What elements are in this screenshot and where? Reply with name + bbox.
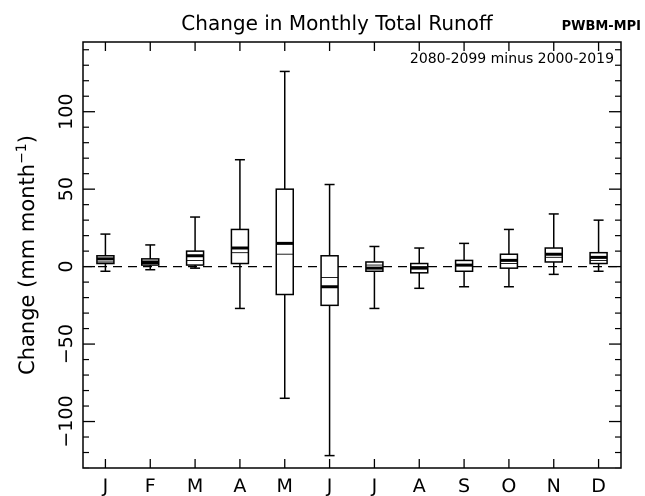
source-tag: PWBM-MPI xyxy=(562,19,641,34)
x-tick-label: A xyxy=(413,475,426,496)
iqr-box xyxy=(230,228,250,265)
x-tick-label: S xyxy=(458,475,470,496)
x-tick-label: D xyxy=(591,475,606,496)
period-annotation: 2080-2099 minus 2000-2019 xyxy=(410,51,614,67)
y-tick-label: 100 xyxy=(55,94,77,130)
x-tick-label: N xyxy=(547,475,561,496)
y-tick-label: 0 xyxy=(55,261,77,273)
x-tick-label: F xyxy=(145,475,156,496)
chart-title: Change in Monthly Total Runoff xyxy=(181,11,494,35)
y-axis-label-close: ) xyxy=(15,135,39,143)
iqr-box xyxy=(365,261,384,273)
x-tick-label: M xyxy=(277,475,293,496)
plot-area: −100 −50 0 50 100 J F M A M J J A S O N D xyxy=(55,42,621,496)
x-tick-label: M xyxy=(187,475,203,496)
x-tick-label: A xyxy=(233,475,246,496)
y-axis-label: Change (mm month−1) xyxy=(14,135,39,375)
iqr-box xyxy=(320,255,339,307)
y-tick-label: −50 xyxy=(55,324,77,364)
iqr-box xyxy=(275,188,294,296)
y-axis-label-exponent: −1 xyxy=(14,143,30,164)
plot-frame xyxy=(82,41,622,469)
x-tick-label: J xyxy=(102,475,109,496)
x-tick-label: J xyxy=(326,475,333,496)
x-tick-label: J xyxy=(371,475,378,496)
iqr-box xyxy=(185,250,205,266)
x-tick-label: O xyxy=(501,475,516,496)
y-axis-label-main: Change (mm month xyxy=(15,164,39,375)
y-tick-label: 50 xyxy=(55,177,77,201)
y-tick-label: −100 xyxy=(55,395,77,447)
